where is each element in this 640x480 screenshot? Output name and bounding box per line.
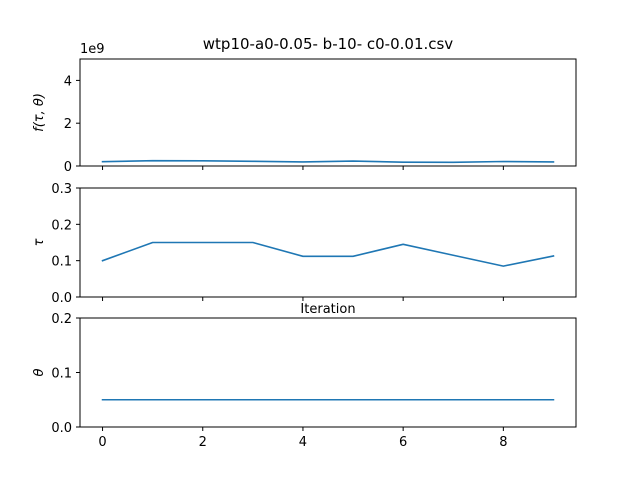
x-tick-label: 6: [399, 435, 407, 450]
axes-frame: [79, 58, 577, 167]
y-tick-label: 0.3: [51, 182, 72, 197]
y-tick-label: 0.0: [51, 421, 72, 436]
subplots: 0 2 4 1e9 f(τ, θ) 0.0 0.1 0.2 0.3 τ 0 2 4 6 8 0.0 0.1 0.2…: [32, 42, 577, 450]
y-tick-label: 0.0: [51, 291, 72, 306]
y-offset-label: 1e9: [80, 42, 105, 57]
subplot-2: 0.0 0.1 0.2 0.3 τ: [32, 182, 577, 306]
y-axis-label: θ: [32, 368, 47, 376]
y-tick-label: 0.2: [51, 218, 72, 233]
x-tick-label: 2: [199, 435, 207, 450]
y-tick-label: 4: [64, 74, 72, 89]
y-tick-label: 0.1: [51, 367, 72, 382]
series-line: [101, 159, 555, 164]
x-tick-label: 4: [299, 435, 307, 450]
y-tick-label: 2: [64, 117, 72, 132]
y-tick-label: 0.2: [51, 312, 72, 327]
series-line: [101, 241, 555, 267]
figure-title: wtp10-a0-0.05- b-10- c0-0.01.csv: [203, 35, 454, 53]
y-axis-label: τ: [32, 238, 47, 246]
y-tick-label: 0.1: [51, 255, 72, 270]
axes-frame: [79, 187, 577, 298]
axes-frame: [79, 317, 577, 428]
subplot-1: 0 2 4 1e9 f(τ, θ): [32, 42, 577, 175]
x-tick-label: 8: [499, 435, 507, 450]
y-axis-label: f(τ, θ): [32, 93, 47, 132]
subplot-3: 0 2 4 6 8 0.0 0.1 0.2 θ Iteration: [32, 302, 577, 450]
x-tick-label: 0: [98, 435, 106, 450]
subplot-title: Iteration: [300, 302, 355, 317]
y-tick-label: 0: [64, 160, 72, 175]
